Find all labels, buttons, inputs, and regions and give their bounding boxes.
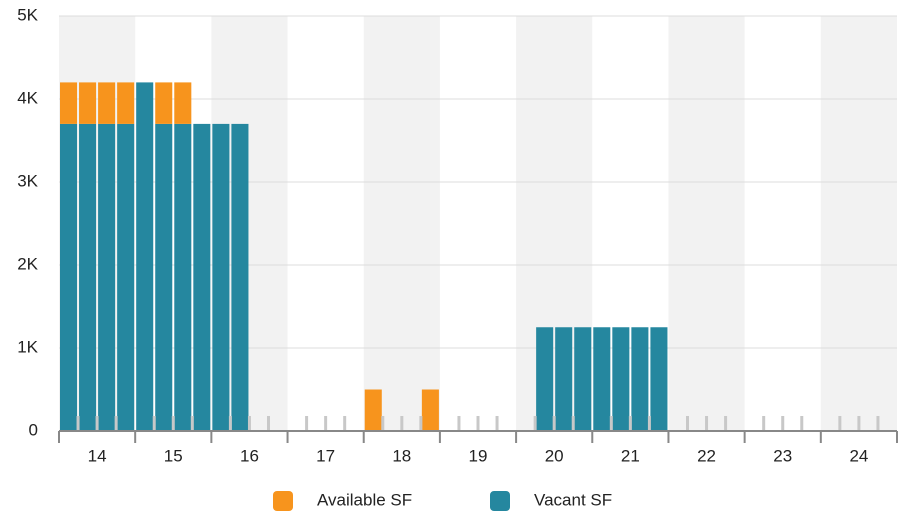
bar [155, 82, 173, 124]
bands [59, 16, 897, 431]
bar [79, 82, 97, 124]
y-tick-label: 1K [17, 337, 38, 356]
bar [421, 389, 439, 431]
x-tick-label: 20 [545, 446, 564, 465]
bar [60, 123, 78, 432]
x-tick-label: 18 [392, 446, 411, 465]
x-tick-label: 17 [316, 446, 335, 465]
x-tick-label: 16 [240, 446, 259, 465]
bar [79, 123, 97, 432]
y-tick-label: 3K [17, 171, 38, 190]
y-tick-label: 4K [17, 88, 38, 107]
bar [574, 327, 592, 431]
band [820, 16, 897, 431]
bar [536, 327, 554, 431]
bar [98, 82, 116, 124]
bar [174, 123, 192, 432]
x-tick-label: 14 [88, 446, 107, 465]
legend-swatch [273, 491, 293, 511]
x-tick-label: 15 [164, 446, 183, 465]
legend-label: Available SF [317, 490, 412, 509]
x-tick-label: 21 [621, 446, 640, 465]
y-tick-label: 0 [29, 420, 38, 439]
bar [117, 82, 135, 124]
band [363, 16, 440, 431]
bar [631, 327, 649, 431]
bar [98, 123, 116, 432]
x-tick-label: 23 [773, 446, 792, 465]
bar [231, 123, 249, 432]
bar [60, 82, 78, 124]
legend-swatch [490, 491, 510, 511]
x-tick-label: 24 [849, 446, 868, 465]
band [668, 16, 745, 431]
legend-label: Vacant SF [534, 490, 612, 509]
y-tick-label: 2K [17, 254, 38, 273]
bar [555, 327, 573, 431]
bar [155, 123, 173, 432]
x-tick-label: 22 [697, 446, 716, 465]
bar [650, 327, 668, 431]
bar [212, 123, 230, 432]
x-tick-label: 19 [469, 446, 488, 465]
bar [117, 123, 135, 432]
bar [364, 389, 382, 431]
bar [612, 327, 630, 431]
y-tick-label: 5K [17, 5, 38, 24]
bar [174, 82, 192, 124]
bar [593, 327, 611, 431]
bar [193, 123, 211, 432]
bar [136, 82, 154, 432]
